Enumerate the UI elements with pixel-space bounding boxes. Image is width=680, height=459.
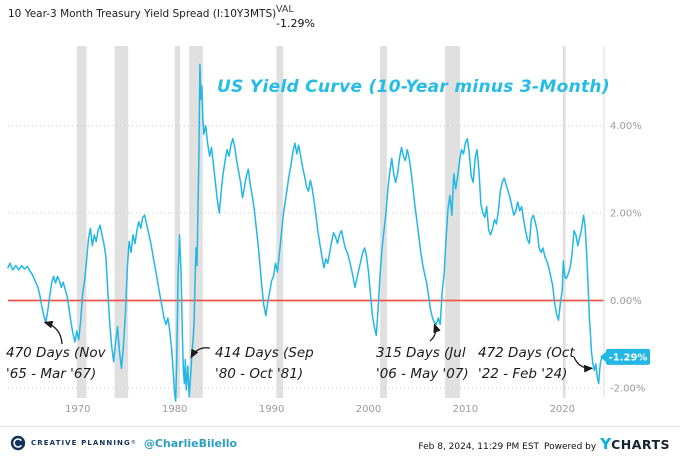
footer: CREATIVE PLANNING ® @CharlieBilello Feb … [0, 426, 680, 459]
y-axis-tick-label: 2.00% [610, 209, 642, 220]
chart-timestamp: Feb 8, 2024, 11:29 PM EST [418, 441, 540, 452]
x-axis-tick-label: 2000 [356, 404, 381, 415]
author-handle[interactable]: @CharlieBilello [143, 436, 238, 450]
inversion-annotation: 414 Days (Sep [215, 345, 314, 361]
annotation-arrow [573, 356, 594, 373]
inversion-annotation: '06 - May '07) [376, 366, 469, 382]
annotation-arrow [43, 320, 63, 345]
x-axis-tick-label: 2010 [453, 404, 478, 415]
y-axis-tick-label: 0.00% [610, 296, 642, 307]
recession-band [114, 46, 129, 398]
inversion-annotation: '65 - Mar '67) [6, 366, 96, 382]
last-value-badge-text: -1.29% [609, 352, 648, 363]
val-value: -1.29% [276, 17, 315, 30]
x-axis-tick-label: 2020 [550, 404, 575, 415]
chart-area[interactable]: 4.00% 2.00% 0.00% -2.00% 1970 1980 1990 2000 201… [0, 36, 680, 426]
footer-attribution: Feb 8, 2024, 11:29 PM EST Powered by YCH… [418, 434, 670, 453]
last-value-badge [606, 348, 650, 365]
val-label: VAL [276, 4, 294, 15]
inversion-annotation: 472 Days (Oct [478, 345, 575, 361]
inversion-annotation: 470 Days (Nov [6, 345, 107, 361]
annotation-arrow [190, 347, 211, 359]
powered-by-label: Powered by [544, 441, 597, 452]
registered-mark: ® [130, 440, 136, 446]
inversion-annotation: '22 - Feb '24) [478, 366, 567, 382]
val-readout: VAL -1.29% [276, 4, 315, 30]
y-axis-tick-label: 4.00% [610, 121, 642, 132]
inversion-annotation: 315 Days (Jul [376, 345, 466, 361]
spread-line [7, 63, 603, 402]
chart-annotation-title: US Yield Curve (10-Year minus 3-Month) [217, 77, 610, 97]
x-axis-tick-label: 1970 [65, 404, 90, 415]
recession-band [276, 46, 284, 398]
footer-branding: CREATIVE PLANNING ® @CharlieBilello [10, 435, 237, 451]
recession-band [445, 46, 461, 398]
annotation-arrow [429, 323, 441, 342]
recession-band [380, 46, 387, 398]
ycharts-logo[interactable]: YCHARTS [600, 434, 670, 453]
last-value-pointer [600, 351, 606, 362]
recession-band [562, 46, 566, 398]
creative-planning-logo-icon [10, 435, 26, 451]
series-title: 10 Year-3 Month Treasury Yield Spread (I… [8, 8, 277, 20]
inversion-annotation: '80 - Oct '81) [215, 366, 303, 382]
recession-band [174, 46, 180, 398]
ycharts-y-glyph: Y [600, 434, 612, 453]
y-axis-tick-label: -2.00% [610, 383, 645, 394]
ycharts-wordmark: CHARTS [611, 436, 670, 452]
recession-band [76, 46, 87, 398]
creative-planning-wordmark: CREATIVE PLANNING [31, 439, 131, 447]
x-axis-tick-label: 1990 [259, 404, 284, 415]
yield-spread-chart: 4.00% 2.00% 0.00% -2.00% 1970 1980 1990 2000 201… [6, 46, 650, 415]
x-axis-tick-label: 1980 [162, 404, 187, 415]
